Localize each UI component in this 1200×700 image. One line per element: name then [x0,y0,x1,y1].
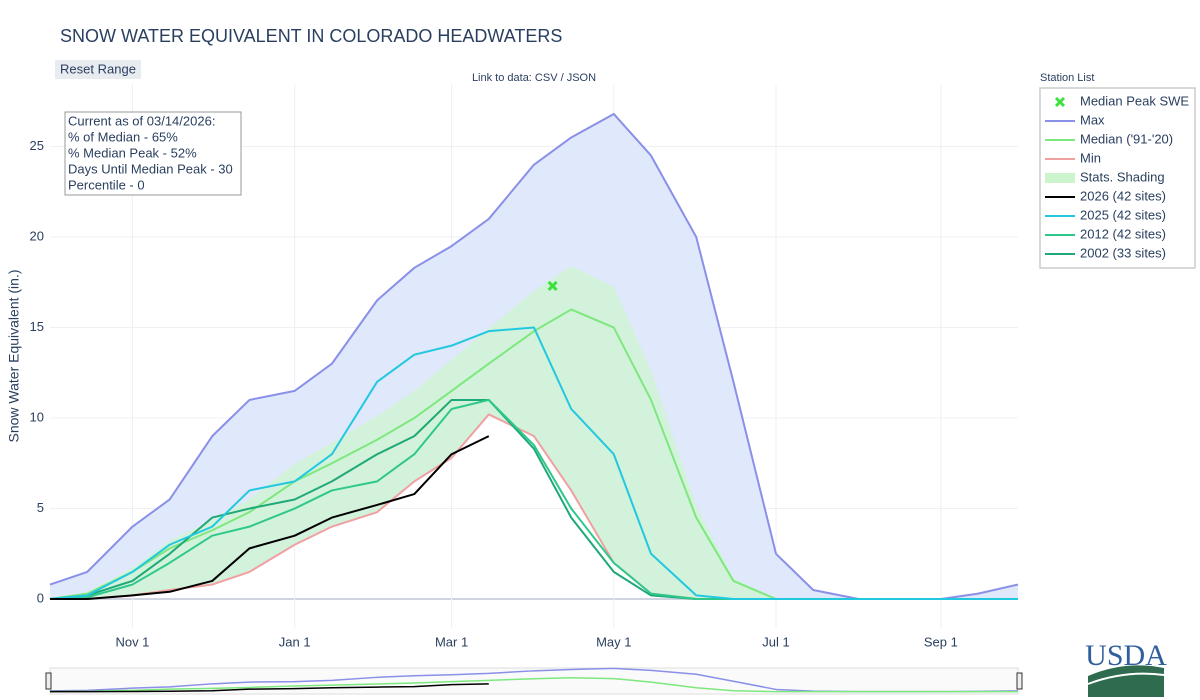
y-tick-label: 15 [30,319,44,334]
stats-shading [50,266,1018,600]
legend-swatch [1045,173,1075,183]
legend-label: Min [1080,150,1101,165]
x-tick-label: Jul 1 [762,634,789,649]
legend-swatch [1054,96,1066,108]
info-box-frame [64,111,242,196]
x-tick-label: May 1 [596,634,631,649]
peak-marker [547,280,558,291]
plot-area [49,85,1019,628]
data-link[interactable]: Link to data: CSV / JSON [472,72,596,84]
chart-title: SNOW WATER EQUIVALENT IN COLORADO HEADWA… [60,26,562,46]
usda-logo: USDA [1085,639,1167,697]
reset-button[interactable] [55,60,141,79]
y-tick-label: 5 [37,500,44,515]
x-tick-label: Mar 1 [435,634,468,649]
legend-label: 2002 (33 sites) [1080,245,1166,260]
x-tick-label: Nov 1 [115,634,149,649]
x-tick-label: Jan 1 [279,634,311,649]
legend-label: 2026 (42 sites) [1080,188,1166,203]
legend-title: Station List [1040,72,1094,84]
info-box: Current as of 03/14/2026:% of Median - 6… [64,111,242,196]
range-slider-preview [49,667,1019,693]
info-line: % of Median - 65% [68,129,178,144]
y-tick-label: 10 [30,409,44,424]
y-tick-label: 0 [37,590,44,605]
logo-stripe [1087,672,1165,685]
info-line: % Median Peak - 52% [68,145,197,160]
slider-handle[interactable] [1016,672,1023,690]
info-line: Days Until Median Peak - 30 [68,161,233,176]
legend-label: Max [1080,112,1105,127]
info-line: Current as of 03/14/2026: [68,113,215,128]
range-slider[interactable] [49,667,1019,695]
x-tick-label: Sep 1 [924,634,958,649]
legend-label: Median ('91-'20) [1080,131,1173,146]
series-line [49,326,1018,601]
info-line: Percentile - 0 [68,177,145,192]
y-axis-title: Snow Water Equivalent (in.) [6,270,22,443]
series-line [50,435,490,601]
series-line [50,683,489,693]
y-tick-label: 25 [30,138,44,153]
legend: Median Peak SWE Max Median ('91-'20) Min Sta… [1045,93,1189,260]
legend-label: Median Peak SWE [1080,93,1189,108]
y-tick-label: 20 [30,228,44,243]
legend-label: 2025 (42 sites) [1080,207,1166,222]
series-line [49,676,1018,693]
reset-label[interactable]: Reset Range [60,61,136,76]
legend-label: 2012 (42 sites) [1080,226,1166,241]
slider-handle[interactable] [45,672,52,690]
legend-label: Stats. Shading [1080,169,1165,184]
